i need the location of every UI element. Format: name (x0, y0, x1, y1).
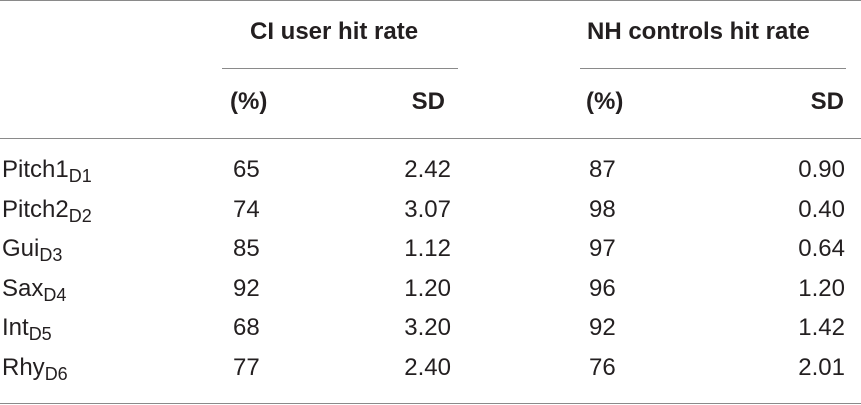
nh-percent-cell: 96 (589, 275, 616, 302)
row-label-int: IntD5 (2, 314, 52, 344)
row-label-subscript: D6 (44, 364, 68, 384)
nh-percent-cell: 97 (589, 235, 616, 262)
row-label-text: Rhy (2, 354, 45, 381)
row-label-subscript: D1 (68, 166, 92, 186)
ci-percent-cell: 65 (233, 156, 260, 183)
row-label-subscript: D4 (43, 285, 67, 305)
ci-sd-cell: 3.07 (404, 196, 451, 223)
row-label-subscript: D3 (39, 245, 63, 265)
nh-sd-cell: 1.42 (798, 314, 845, 341)
nh-percent-cell: 98 (589, 196, 616, 223)
ci-group-header: CI user hit rate (250, 18, 419, 45)
ci-percent-cell: 68 (233, 314, 260, 341)
ci-sd-cell: 2.42 (404, 156, 451, 183)
ci-sd-header: SD (411, 88, 445, 115)
row-label-subscript: D2 (68, 206, 92, 226)
ci-sd-cell: 3.20 (404, 314, 451, 341)
ci-percent-cell: 85 (233, 235, 260, 262)
header-bottom-rule (0, 138, 861, 139)
row-label-text: Gui (2, 235, 40, 262)
row-label-text: Pitch1 (2, 156, 69, 183)
nh-sd-cell: 0.90 (798, 156, 845, 183)
ci-percent-header: (%) (230, 88, 268, 115)
nh-percent-cell: 87 (589, 156, 616, 183)
ci-sd-cell: 1.12 (404, 235, 451, 262)
nh-sd-cell: 0.40 (798, 196, 845, 223)
nh-sd-cell: 0.64 (798, 235, 845, 262)
nh-group-rule (580, 68, 846, 69)
ci-sd-cell: 2.40 (404, 354, 451, 381)
row-label-pitch1: Pitch1D1 (2, 156, 92, 186)
ci-percent-cell: 77 (233, 354, 260, 381)
ci-percent-cell: 74 (233, 196, 260, 223)
row-label-subscript: D5 (28, 324, 52, 344)
row-label-pitch2: Pitch2D2 (2, 196, 92, 226)
nh-group-header: NH controls hit rate (587, 18, 810, 45)
row-label-gui: GuiD3 (2, 235, 63, 265)
nh-sd-cell: 2.01 (798, 354, 845, 381)
nh-percent-header: (%) (586, 88, 624, 115)
nh-sd-header: SD (810, 88, 844, 115)
nh-sd-cell: 1.20 (798, 275, 845, 302)
ci-sd-cell: 1.20 (404, 275, 451, 302)
row-label-sax: SaxD4 (2, 275, 67, 305)
row-label-text: Int (2, 314, 29, 341)
row-label-text: Sax (2, 275, 44, 302)
nh-percent-cell: 76 (589, 354, 616, 381)
ci-group-rule (222, 68, 458, 69)
table-bottom-rule (0, 403, 861, 404)
row-label-text: Pitch2 (2, 196, 69, 223)
ci-percent-cell: 92 (233, 275, 260, 302)
table-top-rule (0, 0, 861, 1)
row-label-rhy: RhyD6 (2, 354, 68, 384)
nh-percent-cell: 92 (589, 314, 616, 341)
